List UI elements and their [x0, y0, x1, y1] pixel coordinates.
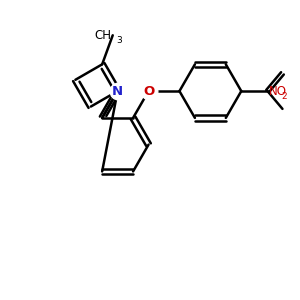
Text: O: O — [143, 85, 154, 98]
Text: N: N — [112, 85, 123, 98]
Text: CH: CH — [94, 29, 111, 42]
Text: 3: 3 — [116, 36, 122, 45]
Text: NO: NO — [269, 85, 287, 98]
Text: 2: 2 — [281, 92, 286, 101]
